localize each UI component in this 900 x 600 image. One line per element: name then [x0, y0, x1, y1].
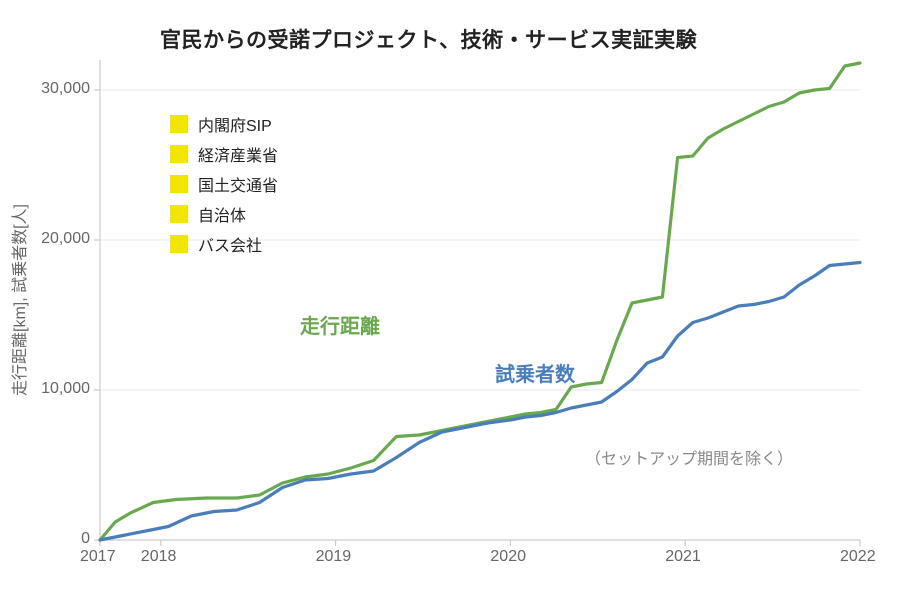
legend-item: 自治体 [170, 202, 278, 226]
series-label-riders: 試乗者数 [495, 358, 575, 387]
legend-item: 経済産業省 [170, 142, 278, 166]
footnote: （セットアップ期間を除く） [585, 445, 793, 469]
y-tick-label: 20,000 [41, 230, 90, 248]
legend-label: 自治体 [198, 202, 246, 226]
x-tick-label: 2017 [80, 548, 116, 566]
x-tick-label: 2022 [840, 548, 876, 566]
y-tick-label: 30,000 [41, 80, 90, 98]
legend-swatch-icon [170, 115, 188, 133]
legend: 内閣府SIP 経済産業省国土交通省自治体バス会社 [170, 112, 278, 262]
legend-label: 内閣府SIP [198, 112, 272, 136]
legend-swatch-icon [170, 175, 188, 193]
legend-label: 経済産業省 [198, 142, 278, 166]
x-tick-label: 2021 [665, 548, 701, 566]
y-tick-label: 0 [81, 530, 90, 548]
x-tick-label: 2019 [316, 548, 352, 566]
legend-label: バス会社 [198, 232, 262, 256]
x-tick-label: 2018 [141, 548, 177, 566]
legend-item: バス会社 [170, 232, 278, 256]
legend-item: 内閣府SIP [170, 112, 278, 136]
legend-swatch-icon [170, 205, 188, 223]
x-tick-label: 2020 [490, 548, 526, 566]
chart-container: 官民からの受諾プロジェクト、技術・サービス実証実験 走行距離[km], 試乗者数… [0, 0, 900, 600]
series-label-distance: 走行距離 [300, 310, 380, 339]
legend-swatch-icon [170, 145, 188, 163]
legend-item: 国土交通省 [170, 172, 278, 196]
plot-area [0, 0, 900, 600]
legend-swatch-icon [170, 235, 188, 253]
y-tick-label: 10,000 [41, 380, 90, 398]
legend-label: 国土交通省 [198, 172, 278, 196]
